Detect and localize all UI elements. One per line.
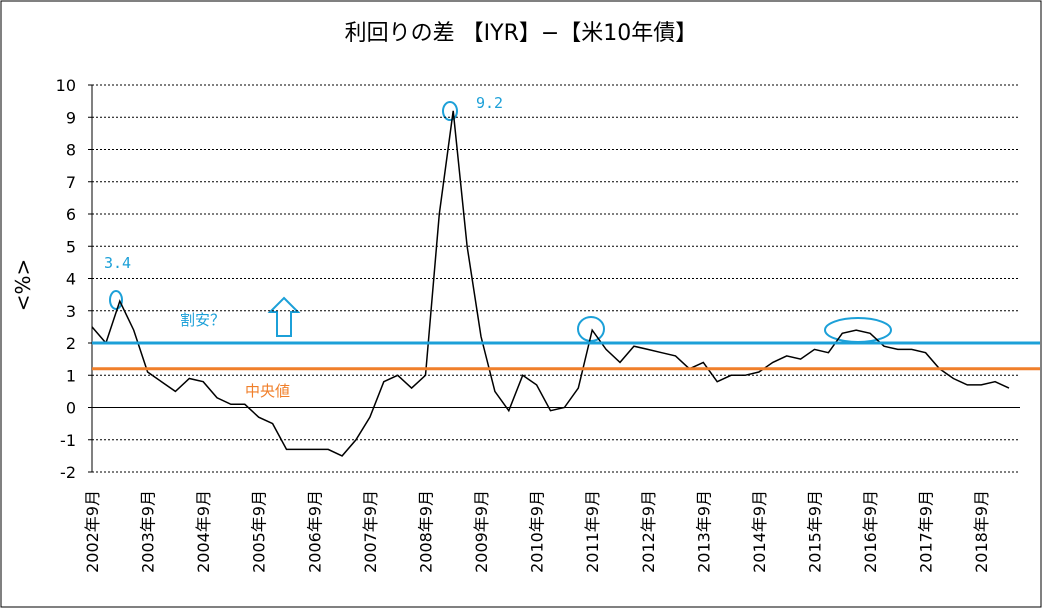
y-axis-label: <%> — [11, 259, 35, 312]
x-tick-label: 2007年9月 — [361, 490, 380, 573]
x-tick-label: 2005年9月 — [250, 490, 269, 573]
x-tick-label: 2018年9月 — [972, 490, 991, 573]
x-tick-label: 2017年9月 — [917, 490, 936, 573]
y-tick-label: 0 — [66, 399, 76, 418]
x-tick-label: 2012年9月 — [639, 490, 658, 573]
x-tick-label: 2003年9月 — [139, 490, 158, 573]
x-tick-label: 2015年9月 — [805, 490, 824, 573]
y-tick-label: 3 — [66, 302, 76, 321]
highlight — [577, 316, 605, 342]
x-tick-label: 2006年9月 — [305, 490, 324, 573]
reference-label: 割安？ — [180, 311, 225, 329]
chart-title: 利回りの差 【IYR】−【米10年債】 — [345, 21, 698, 46]
y-tick-label: 10 — [56, 76, 76, 95]
y-tick-label: 2 — [66, 334, 76, 353]
reference-label: 中央値 — [245, 382, 290, 400]
y-tick-label: 9 — [66, 108, 76, 127]
x-tick-label: 2011年9月 — [583, 490, 602, 573]
y-tick-label: -2 — [60, 463, 76, 482]
x-tick-label: 2014年9月 — [750, 490, 769, 573]
y-tick-label: 1 — [66, 366, 76, 385]
up-arrow — [267, 296, 301, 337]
y-tick-label: 4 — [66, 270, 76, 289]
highlight — [109, 290, 123, 310]
y-tick-label: 8 — [66, 141, 76, 160]
annotation: 3.4 — [104, 254, 131, 272]
y-tick-label: -1 — [60, 431, 76, 450]
x-tick-label: 2008年9月 — [416, 490, 435, 573]
annotation: 9.2 — [476, 94, 503, 112]
x-tick-label: 2010年9月 — [528, 490, 547, 573]
x-tick-label: 2009年9月 — [472, 490, 491, 573]
y-tick-label: 6 — [66, 205, 76, 224]
data-line — [91, 110, 1010, 457]
x-tick-label: 2013年9月 — [694, 490, 713, 573]
y-tick-label: 5 — [66, 237, 76, 256]
x-tick-label: 2002年9月 — [83, 490, 102, 573]
y-tick-label: 7 — [66, 173, 76, 192]
x-tick-label: 2016年9月 — [861, 490, 880, 573]
x-tick-label: 2004年9月 — [194, 490, 213, 573]
highlight — [442, 101, 458, 121]
